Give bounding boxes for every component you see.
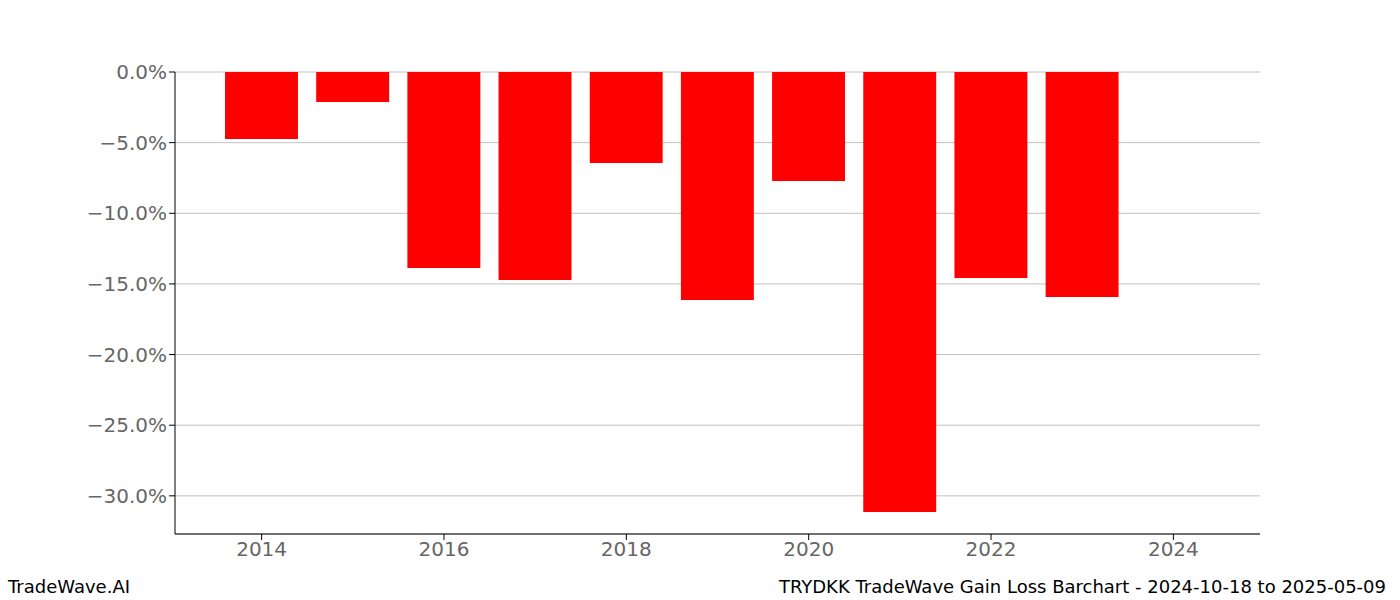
svg-text:2020: 2020 <box>783 537 834 561</box>
svg-text:−30.0%: −30.0% <box>87 484 167 508</box>
svg-text:0.0%: 0.0% <box>116 60 167 84</box>
html-text:TradeWave.AI: TradeWave.AI <box>8 576 130 597</box>
html-text:TRYDKK TradeWave Gain Loss Bar: TRYDKK TradeWave Gain Loss Barchart - 20… <box>778 576 1386 597</box>
svg-text:2018: 2018 <box>601 537 652 561</box>
svg-text:−5.0%: −5.0% <box>99 131 167 155</box>
svg-text:−15.0%: −15.0% <box>87 272 167 296</box>
svg-text:2022: 2022 <box>966 537 1017 561</box>
svg-text:−10.0%: −10.0% <box>87 201 167 225</box>
svg-text:2016: 2016 <box>419 537 470 561</box>
svg-text:−20.0%: −20.0% <box>87 343 167 367</box>
svg-text:2014: 2014 <box>236 537 287 561</box>
svg-text:2024: 2024 <box>1148 537 1199 561</box>
svg-text:−25.0%: −25.0% <box>87 413 167 437</box>
